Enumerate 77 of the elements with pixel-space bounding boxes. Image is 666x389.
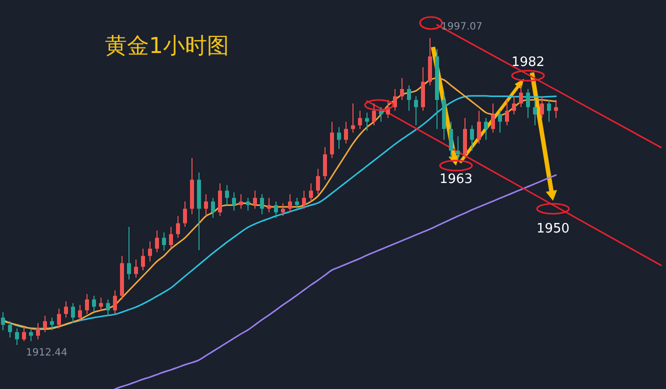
candlestick bbox=[477, 110, 481, 144]
candlestick bbox=[337, 126, 341, 150]
candlestick bbox=[1, 312, 5, 331]
candlestick bbox=[407, 84, 411, 112]
candlestick bbox=[169, 226, 173, 250]
chart-title: 黄金1小时图 bbox=[105, 34, 229, 59]
candlestick bbox=[519, 84, 523, 108]
candlestick bbox=[183, 200, 187, 228]
candlestick bbox=[239, 194, 243, 210]
candlestick bbox=[64, 300, 68, 318]
candlestick bbox=[15, 328, 19, 346]
candlestick bbox=[393, 88, 397, 112]
candlestick bbox=[218, 182, 222, 217]
candlestick bbox=[141, 248, 145, 271]
candlestick bbox=[316, 168, 320, 195]
candlestick bbox=[78, 304, 82, 322]
annotation: 1950 bbox=[536, 221, 570, 236]
candlestick bbox=[267, 197, 271, 213]
annotation: 1982 bbox=[511, 55, 545, 70]
candlestick bbox=[127, 226, 131, 280]
candlestick bbox=[526, 88, 530, 119]
candlestick bbox=[134, 259, 138, 278]
candlestick bbox=[414, 96, 418, 126]
candlestick bbox=[547, 99, 551, 122]
candlestick bbox=[8, 320, 12, 338]
annotation: 1997.07 bbox=[441, 22, 482, 33]
candlestick bbox=[22, 326, 26, 342]
candlestick bbox=[302, 190, 306, 210]
candlestick bbox=[330, 121, 334, 158]
candlestick bbox=[281, 202, 285, 217]
candlestick bbox=[309, 182, 313, 202]
candlestick bbox=[253, 190, 257, 210]
candlestick bbox=[379, 106, 383, 122]
candlestick bbox=[50, 317, 54, 331]
candlestick bbox=[449, 121, 453, 158]
candlestick bbox=[260, 194, 264, 215]
candlestick bbox=[351, 103, 355, 134]
candlestick bbox=[295, 197, 299, 212]
candlestick bbox=[505, 99, 509, 126]
candlestick bbox=[323, 146, 327, 180]
candlestick bbox=[498, 110, 502, 134]
candlestick bbox=[57, 308, 61, 329]
candlestick bbox=[246, 197, 250, 212]
candlestick bbox=[113, 290, 117, 314]
candlestick bbox=[274, 200, 278, 218]
candlestick bbox=[512, 96, 516, 115]
candlestick bbox=[484, 118, 488, 140]
candlestick bbox=[491, 103, 495, 134]
candlestick bbox=[372, 103, 376, 126]
candlestick bbox=[29, 328, 33, 342]
text: 1912.44 bbox=[26, 348, 68, 359]
candlestick bbox=[554, 99, 558, 119]
candlestick bbox=[92, 295, 96, 313]
candlestick bbox=[106, 298, 110, 316]
candlestick bbox=[540, 96, 544, 119]
candlestick bbox=[232, 192, 236, 212]
candlestick bbox=[99, 297, 103, 311]
candlestick bbox=[176, 216, 180, 238]
candlestick bbox=[155, 230, 159, 253]
candlestick bbox=[162, 232, 166, 251]
candlestick bbox=[71, 302, 75, 324]
candlestick bbox=[288, 194, 292, 213]
candlestick bbox=[148, 240, 152, 262]
candlestick bbox=[344, 121, 348, 144]
candlestick bbox=[85, 293, 89, 314]
candlestick bbox=[358, 110, 362, 130]
candlestick bbox=[225, 184, 229, 206]
candlestick bbox=[470, 124, 474, 152]
candlestick bbox=[456, 136, 460, 162]
candlestick bbox=[204, 194, 208, 217]
annotation: 1963 bbox=[439, 172, 473, 188]
candlestick bbox=[533, 99, 537, 126]
candlestick bbox=[400, 78, 404, 100]
candlestick bbox=[211, 197, 215, 218]
candlestick bbox=[365, 112, 369, 132]
candlestick bbox=[43, 315, 47, 333]
candlestick bbox=[36, 322, 40, 340]
